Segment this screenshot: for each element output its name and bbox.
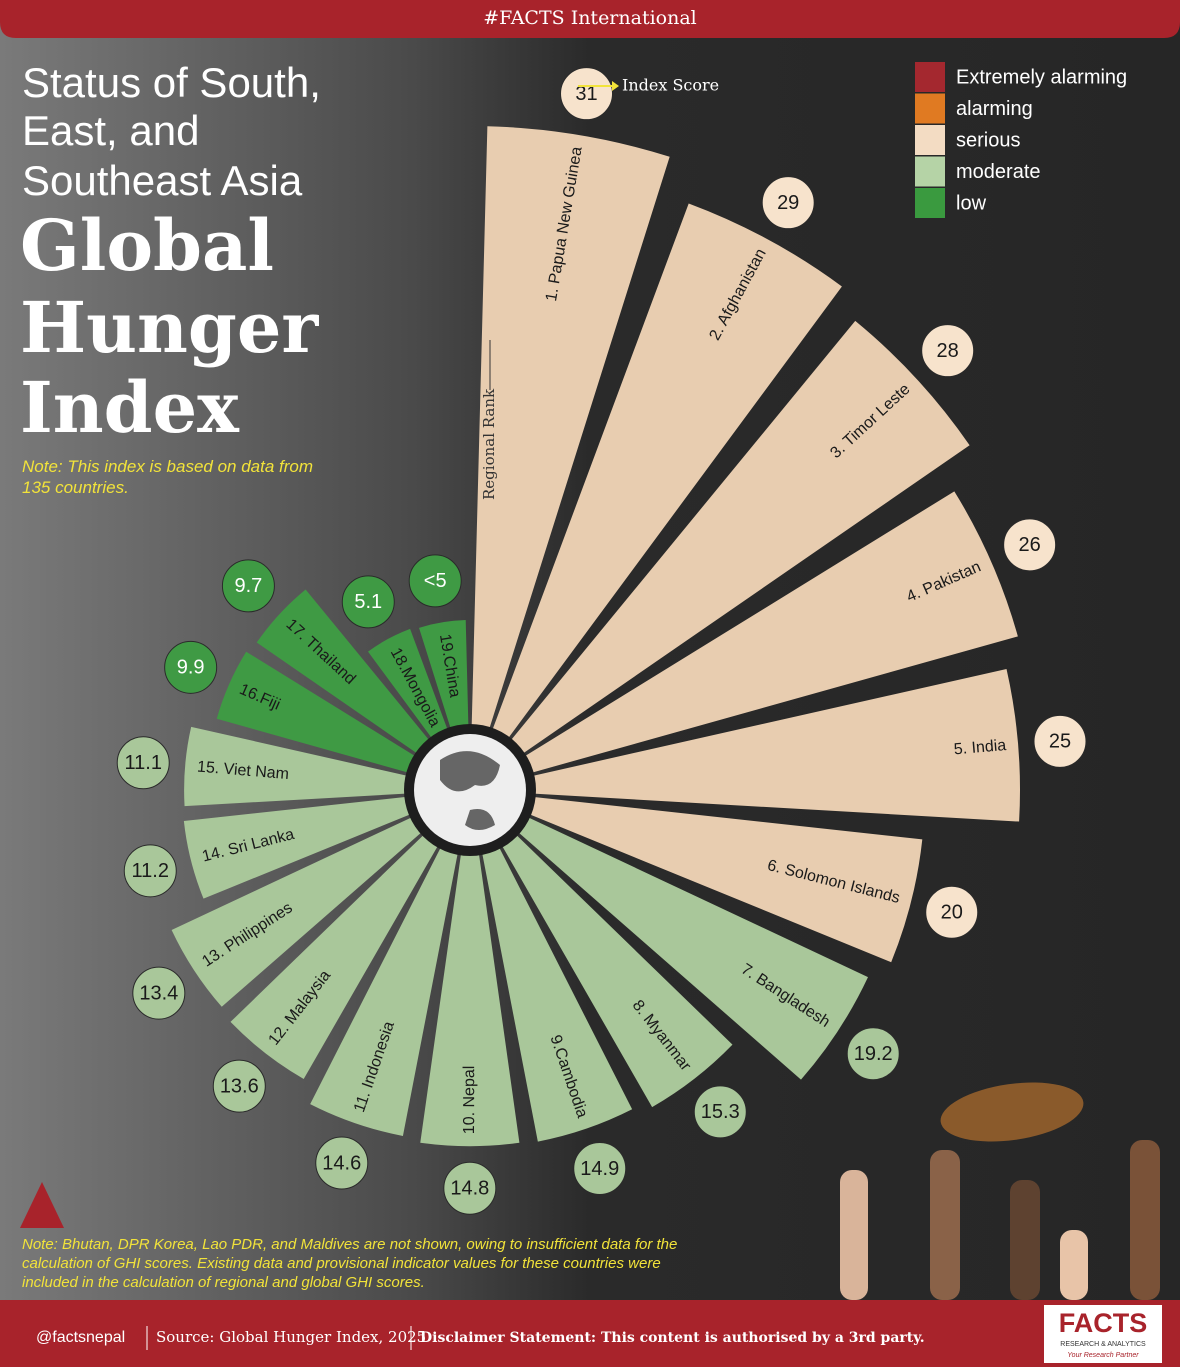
score-bubble xyxy=(164,640,218,694)
title-line: Southeast Asia xyxy=(22,157,303,204)
score-label: 14.9 xyxy=(580,1158,619,1180)
score-label: 11.2 xyxy=(132,860,169,882)
score-label: <5 xyxy=(424,570,447,592)
score-bubble xyxy=(761,176,815,230)
score-label: 14.8 xyxy=(450,1177,489,1199)
footer-bar xyxy=(0,1300,1180,1367)
rank-hint: Regional Rank xyxy=(480,388,498,500)
score-label: 15.3 xyxy=(701,1101,740,1123)
score-bubble xyxy=(443,1161,497,1215)
bar xyxy=(171,806,440,1007)
score-bubble xyxy=(560,67,614,121)
legend-label: low xyxy=(956,192,987,214)
bar xyxy=(256,589,445,768)
headline: Hunger xyxy=(20,286,319,369)
score-bubble xyxy=(212,1059,266,1113)
footer-disclaimer: Disclaimer Statement: This content is au… xyxy=(420,1330,925,1346)
legend-swatch xyxy=(915,156,945,187)
score-label: 20 xyxy=(941,902,963,924)
score-label: 29 xyxy=(777,192,799,214)
bar xyxy=(471,126,670,752)
score-bubble xyxy=(221,559,275,613)
score-bubble xyxy=(925,885,979,939)
score-label: 11.1 xyxy=(125,752,162,774)
score-label: 19.2 xyxy=(854,1043,893,1065)
logo-box xyxy=(1044,1305,1162,1363)
legend-swatch xyxy=(915,188,945,218)
score-bubble xyxy=(116,736,170,790)
bread xyxy=(940,1082,1084,1142)
bar xyxy=(419,620,469,752)
legend-label: serious xyxy=(956,129,1020,151)
globe-land xyxy=(440,751,500,830)
bar xyxy=(489,817,733,1108)
score-bubble xyxy=(1033,714,1087,768)
note: Note: This index is based on data from 1… xyxy=(22,457,314,497)
score-label: 28 xyxy=(937,340,959,362)
category-label: 10. Nepal xyxy=(461,1066,478,1135)
legend-label: Extremely alarming xyxy=(956,66,1127,88)
header-bar xyxy=(0,0,1180,38)
bar xyxy=(509,668,1020,822)
score-bubble xyxy=(1003,518,1057,572)
footnote: Note: Bhutan, DPR Korea, Lao PDR, and Ma… xyxy=(22,1236,678,1291)
bar xyxy=(507,794,923,963)
bar xyxy=(183,794,433,899)
bar xyxy=(184,726,431,807)
headline: Index xyxy=(20,366,240,449)
score-bubble xyxy=(123,844,177,898)
score-bubble xyxy=(693,1085,747,1139)
score-label: 31 xyxy=(575,83,597,105)
score-bubble xyxy=(921,324,975,378)
score-hint: Index Score xyxy=(622,76,719,95)
bar xyxy=(310,825,463,1136)
bar xyxy=(216,651,436,780)
legend-label: moderate xyxy=(956,161,1041,183)
globe xyxy=(414,734,526,846)
score-bubble xyxy=(573,1141,627,1195)
score-label: 9.9 xyxy=(177,657,205,679)
hands xyxy=(840,1140,1160,1300)
title-line: East, and xyxy=(22,107,199,154)
logo-slogan: Your Research Partner xyxy=(1067,1352,1139,1359)
score-label: 5.1 xyxy=(354,591,382,613)
hint-arrow-head xyxy=(612,81,619,91)
legend: Extremely alarming alarming serious moderat… xyxy=(915,62,1127,218)
score-bubble xyxy=(846,1027,900,1081)
header: #FACTS International xyxy=(483,7,697,29)
legend-label: alarming xyxy=(956,98,1033,120)
score-label: 13.6 xyxy=(220,1075,259,1097)
category-label: 5. India xyxy=(953,737,1007,758)
legend-swatch xyxy=(915,62,945,92)
score-label: 25 xyxy=(1049,731,1071,753)
bar xyxy=(500,807,868,1080)
logo-tagline: RESEARCH & ANALYTICS xyxy=(1060,1341,1146,1348)
score-bubble xyxy=(132,966,186,1020)
score-label: 26 xyxy=(1019,534,1041,556)
score-bubble xyxy=(341,575,395,629)
score-label: 14.6 xyxy=(322,1152,361,1174)
logo-name: FACTS xyxy=(1059,1308,1148,1338)
small-logo xyxy=(20,1182,64,1228)
footer-handle: @factsnepal xyxy=(36,1329,125,1346)
footer-source: Source: Global Hunger Index, 2025 xyxy=(156,1328,426,1346)
bar xyxy=(420,829,520,1147)
score-label: 9.7 xyxy=(235,575,263,597)
bar xyxy=(504,491,1018,780)
bar xyxy=(495,320,970,768)
title-line: Status of South, xyxy=(22,59,321,106)
score-bubble xyxy=(408,554,462,608)
bar xyxy=(368,628,457,758)
score-bubble xyxy=(315,1136,369,1190)
bar xyxy=(483,203,842,758)
bar xyxy=(477,825,633,1142)
legend-swatch xyxy=(915,93,945,124)
bar xyxy=(230,817,451,1079)
headline: Global xyxy=(20,204,274,287)
legend-swatch xyxy=(915,125,945,155)
score-label: 13.4 xyxy=(139,982,178,1004)
